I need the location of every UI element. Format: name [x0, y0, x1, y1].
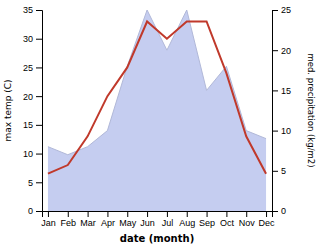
y-tick: 25 — [23, 63, 42, 73]
tick-label: Jan — [41, 218, 56, 228]
tick-mark — [88, 211, 89, 217]
tick-label: 30 — [23, 34, 33, 44]
tick-mark — [36, 182, 42, 183]
tick-mark — [36, 10, 42, 11]
tick-label: 15 — [23, 120, 33, 130]
y2-axis: 0 5 10 15 20 25 — [272, 5, 291, 216]
x-tick: Jun — [140, 211, 155, 228]
tick-label: 35 — [23, 5, 33, 15]
tick-label: 10 — [281, 126, 291, 136]
tick-mark — [68, 211, 69, 217]
x-axis-title: date (month) — [120, 233, 194, 244]
plot-area — [48, 10, 266, 211]
axis-line — [273, 11, 279, 212]
area-outline — [48, 10, 266, 155]
tick-mark — [272, 211, 278, 212]
tick-label: Oct — [220, 218, 235, 228]
x-tick: Sep — [199, 211, 215, 228]
tick-label: 20 — [281, 46, 291, 56]
tick-mark — [272, 171, 278, 172]
tick-label: May — [119, 218, 137, 228]
x-tick: Feb — [61, 211, 77, 228]
x-tick: Oct — [220, 211, 235, 228]
tick-mark — [246, 211, 247, 217]
y2-axis-title: med. precipitation (kg/m2) — [306, 53, 316, 167]
tick-mark — [48, 211, 49, 217]
tick-label: 25 — [23, 63, 33, 73]
tick-mark — [36, 154, 42, 155]
tick-label: Aug — [179, 218, 195, 228]
tick-mark — [187, 211, 188, 217]
axis-line — [43, 212, 273, 218]
tick-label: Jul — [162, 218, 174, 228]
tick-label: Nov — [239, 218, 256, 228]
x-tick: Aug — [179, 211, 195, 228]
tick-mark — [272, 50, 278, 51]
tick-mark — [272, 90, 278, 91]
tick-mark — [36, 125, 42, 126]
y-tick: 35 — [23, 5, 42, 15]
y2-tick: 0 — [272, 206, 286, 216]
tick-label: Jun — [140, 218, 155, 228]
y2-tick: 15 — [272, 86, 291, 96]
axis-line — [36, 11, 43, 212]
tick-label: 15 — [281, 86, 291, 96]
y-tick: 5 — [28, 178, 42, 188]
x-tick: Apr — [101, 211, 115, 228]
y-axis-title: max temp (C) — [3, 79, 13, 141]
tick-mark — [207, 211, 208, 217]
tick-mark — [272, 131, 278, 132]
tick-mark — [107, 211, 108, 217]
tick-label: Mar — [80, 218, 96, 228]
tick-label: 10 — [23, 149, 33, 159]
y2-tick: 10 — [272, 126, 291, 136]
tick-label: 25 — [281, 5, 291, 15]
y-tick: 30 — [23, 34, 42, 44]
chart: Jan FebMar Apr MayJun Jul Aug Sep Oct NovDec 0 5 10… — [0, 0, 318, 247]
tick-label: 0 — [281, 206, 286, 216]
tick-label: Sep — [199, 218, 215, 228]
x-tick: Mar — [80, 211, 96, 228]
tick-mark — [36, 39, 42, 40]
tick-mark — [272, 10, 278, 11]
x-tick: Nov — [239, 211, 256, 228]
tick-mark — [226, 211, 227, 217]
y-tick: 20 — [23, 92, 42, 102]
tick-mark — [266, 211, 267, 217]
y-tick: 10 — [23, 149, 42, 159]
tick-label: Apr — [101, 218, 115, 228]
tick-mark — [36, 211, 42, 212]
y-tick: 0 — [28, 206, 42, 216]
tick-mark — [36, 96, 42, 97]
x-axis: Jan FebMar Apr MayJun Jul Aug Sep Oct NovDec — [41, 211, 275, 228]
line — [48, 21, 266, 173]
tick-mark — [147, 211, 148, 217]
tick-label: 20 — [23, 92, 33, 102]
x-tick: Jan — [41, 211, 56, 228]
y2-tick: 20 — [272, 46, 291, 56]
area — [48, 10, 266, 211]
tick-label: Feb — [61, 218, 77, 228]
y2-tick: 25 — [272, 5, 291, 15]
x-tick: May — [119, 211, 137, 228]
x-tick: Dec — [259, 211, 276, 228]
tick-label: 5 — [281, 166, 286, 176]
tick-label: 5 — [28, 178, 33, 188]
x-tick: Jul — [162, 211, 174, 228]
tick-mark — [127, 211, 128, 217]
y-axis: 0 5 10 15 20 25 30 35 — [23, 5, 43, 216]
tick-mark — [167, 211, 168, 217]
y2-tick: 5 — [272, 166, 286, 176]
tick-mark — [36, 67, 42, 68]
tick-label: 0 — [28, 206, 33, 216]
tick-label: Dec — [259, 218, 276, 228]
y-tick: 15 — [23, 120, 42, 130]
